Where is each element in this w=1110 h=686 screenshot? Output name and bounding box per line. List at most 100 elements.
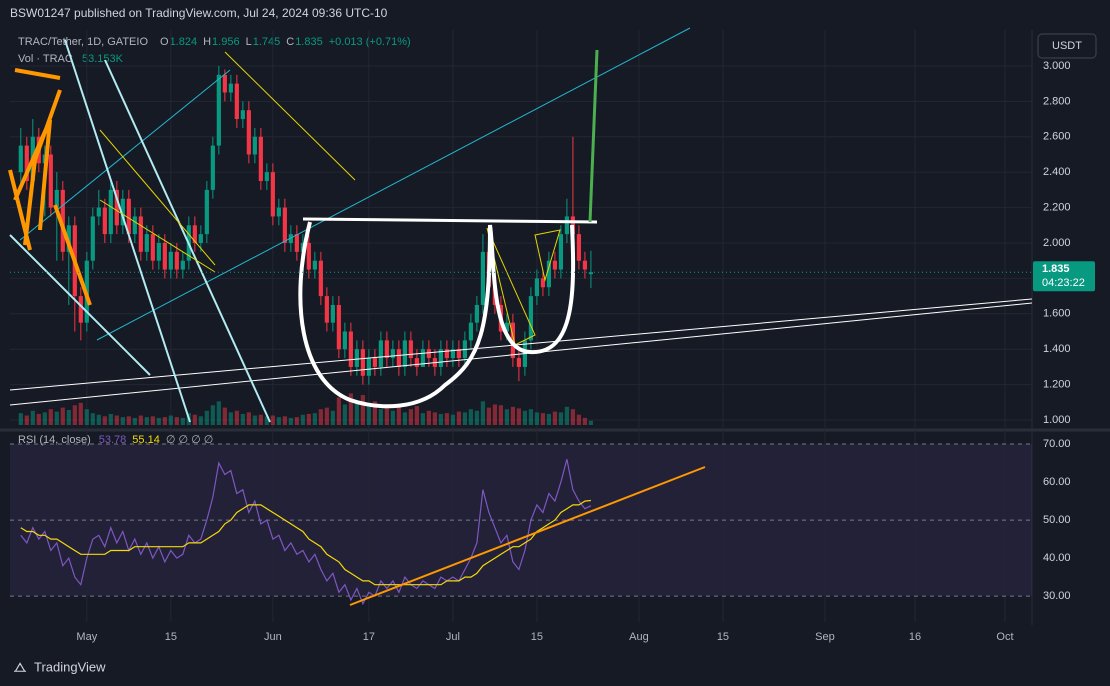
yellow-line [99,129,216,266]
candle-body [306,242,311,270]
volume-bar [444,413,449,425]
volume-bar [72,405,77,425]
volume-value: 53.153K [82,53,124,65]
rsi-tick-label: 60.00 [1043,476,1071,488]
volume-bar [114,415,119,425]
candle-body [60,189,65,252]
x-tick-label: Jul [446,631,460,643]
volume-bar [90,413,95,425]
volume-bar [480,401,485,425]
candle-body [534,278,540,297]
candle-body [258,136,263,182]
volume-bar [354,401,359,425]
candle-body [420,349,425,367]
volume-bar [48,409,53,425]
volume-bar [258,414,263,425]
volume-bar [318,409,323,425]
ohlc-key: H [203,36,211,48]
volume-bar [174,417,179,425]
publisher: BSW01247 published on TradingView.com, J… [10,6,388,20]
candle-body [246,110,251,155]
ohlc-value: 1.956 [212,36,240,48]
candle-body [384,340,389,359]
volume-bar [522,410,528,425]
volume-bar [198,416,203,425]
candle-body [366,358,371,376]
candle-body [144,234,149,252]
volume-bar [36,413,41,425]
currency-button[interactable] [1037,33,1097,59]
volume-bar [288,417,293,425]
candle-body [240,110,245,120]
volume-bar [66,409,71,425]
rsi-trend-line [349,466,706,606]
volume-bar [546,413,552,425]
candle-body [354,349,359,367]
volume-bar [30,410,35,425]
volume-bar [390,410,395,425]
volume-bar [108,413,113,425]
candle-body [324,296,329,323]
candle-body [264,172,269,182]
rsi-value: 55.14 [132,434,160,446]
candle-body [414,358,419,367]
ohlc-value: 1.824 [170,36,198,48]
candle-body [540,278,546,288]
rsi-title: RSI (14, close) [18,434,91,446]
candle-body [294,234,299,252]
trend-line [9,234,151,376]
candle-body [96,207,101,217]
candle-body [24,145,29,182]
volume-bar [120,417,125,425]
candle-body [132,216,137,235]
ohlc-legend: O 1.824 H 1.956 L 1.745 C 1.835 +0.013 (+0.71%) [160,36,411,48]
trend-line [104,59,271,423]
volume-bar [18,413,23,425]
candle-body [54,189,59,208]
rsi-line [20,499,591,586]
candle-body [48,154,53,208]
volume-bar [42,412,47,425]
yellow-line [99,199,216,273]
candle-body [270,172,275,217]
trend-line [9,302,1033,406]
volume-bar [408,409,413,425]
volume-bar [204,410,209,425]
candle-body [150,234,155,261]
candle-body [468,322,473,341]
y-tick-label: 2.400 [1043,166,1071,178]
volume-bar [96,414,101,425]
trend-line [9,298,1033,391]
candle-body [330,304,335,323]
candle-body [396,349,401,367]
volume-bar [192,414,197,425]
candle-body [192,225,197,243]
candle-body [378,340,383,367]
volume-bar [438,413,443,425]
volume-bar [132,417,137,425]
volume-bar [156,417,161,425]
rsi-legend: RSI (14, close) 53.78 55.14 ∅ ∅ ∅ ∅ [18,434,213,446]
currency[interactable]: USDT [1052,40,1082,52]
candle-body [114,189,119,226]
x-tick-label: Oct [996,631,1013,643]
volume-bar [396,404,401,425]
candle-body [18,145,23,173]
volume-label: Vol · TRAC [18,53,73,65]
candle-body [426,349,431,359]
volume-bar [462,412,467,425]
candle-body [408,340,413,359]
volume-bar [126,416,131,425]
candle-body [546,260,552,288]
volume-bar [582,417,588,425]
volume-bar [84,409,89,425]
volume-bar [102,416,107,425]
volume-bar [366,405,371,425]
candle-body [126,198,131,235]
candle-body [78,296,83,323]
y-tick-label: 2.800 [1043,95,1071,107]
candle-body [174,251,179,270]
volume-bar [240,413,245,425]
candle-body [516,358,521,367]
